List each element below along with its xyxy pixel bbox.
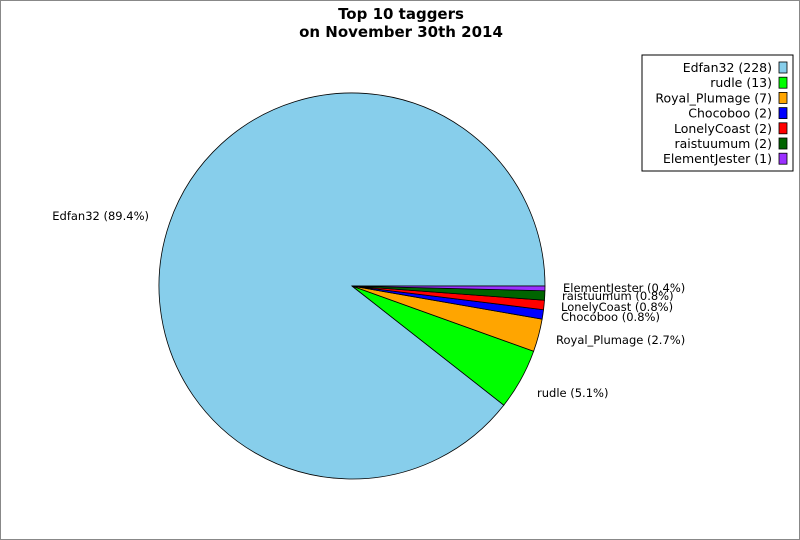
legend-swatch-raistuumum xyxy=(778,137,788,150)
legend-swatch-rudle xyxy=(778,76,788,89)
legend-swatch-elementjester xyxy=(778,152,788,165)
slice-label-chocoboo: Chocoboo (0.8%) xyxy=(561,310,660,324)
chart-title: Top 10 taggers xyxy=(338,5,464,23)
legend-label-chocoboo: Chocoboo (2) xyxy=(688,106,772,121)
legend-swatch-lonelycoast xyxy=(778,122,788,135)
legend-swatch-edfan32 xyxy=(778,61,788,74)
slice-label-edfan32: Edfan32 (89.4%) xyxy=(52,209,149,223)
legend-label-lonelycoast: LonelyCoast (2) xyxy=(674,121,772,136)
legend-label-royal-plumage: Royal_Plumage (7) xyxy=(655,90,772,105)
pie-slices xyxy=(158,92,546,480)
legend-swatch-chocoboo xyxy=(778,107,788,119)
slice-label-rudle: rudle (5.1%) xyxy=(537,386,608,400)
legend-label-edfan32: Edfan32 (228) xyxy=(683,60,772,75)
slice-labels: Edfan32 (89.4%) rudle (5.1%) Royal_Plumage… xyxy=(52,209,685,400)
legend-swatch-royal-plumage xyxy=(778,92,788,104)
legend-box xyxy=(641,54,794,172)
slice-label-elementjester: ElementJester (0.4%) xyxy=(563,281,685,295)
legend-label-elementjester: ElementJester (1) xyxy=(663,151,772,166)
slice-label-lonelycoast: LonelyCoast (0.8%) xyxy=(561,300,673,314)
legend-label-raistuumum: raistuumum (2) xyxy=(675,136,773,151)
slice-label-royal-plumage: Royal_Plumage (2.7%) xyxy=(556,333,685,347)
pie-slice-edfan32 xyxy=(158,92,546,480)
slice-label-raistuumum: raistuumum (0.8%) xyxy=(562,289,674,303)
chart-subtitle: on November 30th 2014 xyxy=(299,23,503,41)
pie-slice-elementjester xyxy=(351,285,546,292)
legend-label-rudle: rudle (13) xyxy=(710,75,772,90)
legend: Edfan32 (228)rudle (13)Royal_Plumage (7)… xyxy=(641,54,794,172)
